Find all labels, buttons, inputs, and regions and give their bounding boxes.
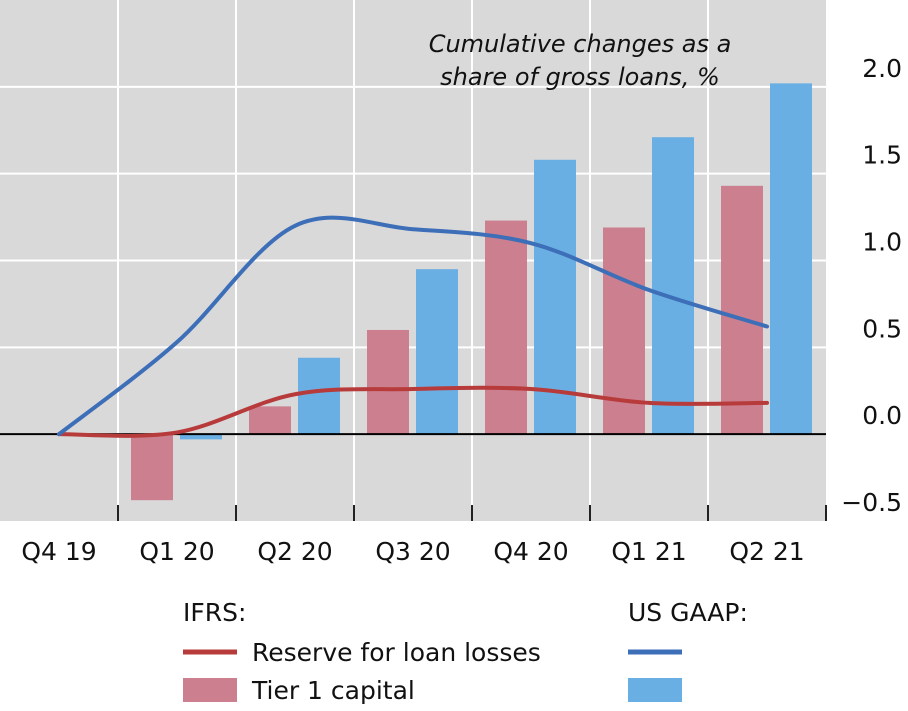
x-tick-label: Q2 21: [729, 537, 804, 566]
bar: [485, 220, 527, 435]
bar: [131, 434, 173, 501]
legend-label: Reserve for loan losses: [252, 638, 541, 667]
y-tick-label: 0.5: [862, 314, 902, 343]
x-tick-label: Q1 21: [611, 537, 686, 566]
x-tick-label: Q2 20: [257, 537, 332, 566]
y-tick-label: 2.0: [862, 54, 902, 83]
bar: [721, 185, 763, 435]
y-tick-label: 1.0: [862, 228, 902, 257]
bar: [416, 269, 458, 435]
y-tick-label: 0.0: [862, 401, 902, 430]
bar: [367, 329, 409, 435]
bar: [298, 357, 340, 435]
legend-group-label: US GAAP:: [628, 598, 748, 627]
annotation: share of gross loans, %: [440, 63, 720, 91]
line: [57, 385, 769, 438]
legend-group-label: IFRS:: [183, 598, 246, 627]
x-tick-label: Q4 20: [493, 537, 568, 566]
x-tick-label: Q4 19: [21, 537, 96, 566]
line: [57, 215, 769, 437]
legend-swatch: [183, 678, 237, 702]
y-tick-label: −0.5: [841, 488, 902, 517]
legend-label: Tier 1 capital: [251, 676, 415, 705]
bar: [249, 406, 291, 435]
x-tick-label: Q1 20: [139, 537, 214, 566]
bar: [652, 137, 694, 435]
annotation: Cumulative changes as a: [429, 30, 732, 58]
bar: [180, 434, 222, 440]
y-tick-label: 1.5: [862, 141, 902, 170]
x-tick-label: Q3 20: [375, 537, 450, 566]
legend-swatch: [628, 678, 682, 702]
bar: [770, 83, 812, 435]
